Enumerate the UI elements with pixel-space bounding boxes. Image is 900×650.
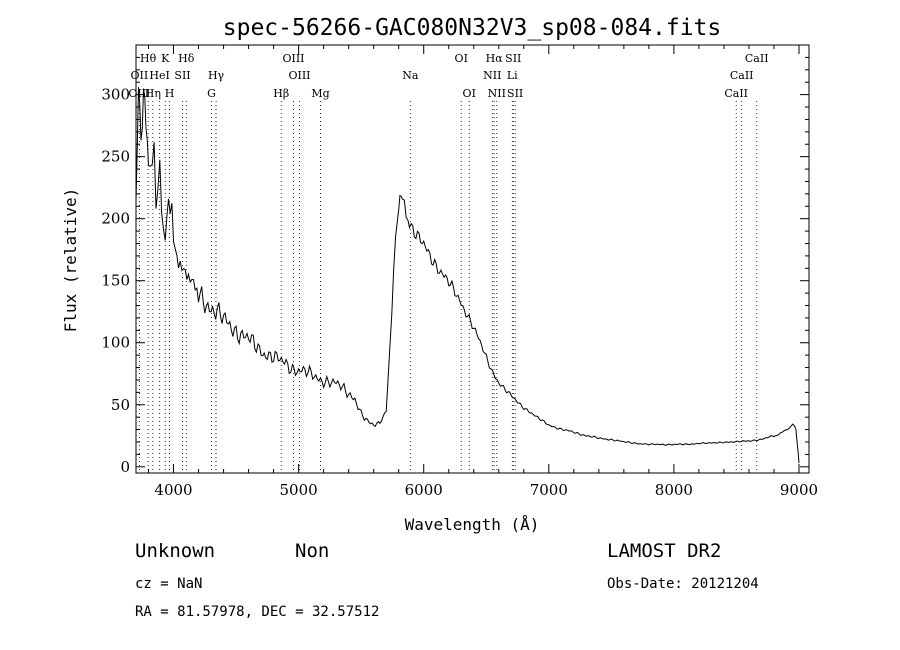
y-axis-label: Flux (relative) — [61, 188, 80, 333]
observation-date: Obs-Date: 20121204 — [607, 576, 759, 592]
line-label: K — [161, 52, 170, 65]
line-label: CaII — [730, 69, 754, 82]
line-label: OII — [131, 69, 149, 82]
line-label: OIII — [282, 52, 304, 65]
line-label: H — [165, 87, 175, 100]
y-tick-label: 100 — [101, 334, 130, 352]
line-label: Hδ — [178, 52, 195, 65]
line-label: Hγ — [208, 69, 225, 82]
object-class: Unknown — [135, 540, 216, 562]
line-label: Hβ — [273, 87, 289, 100]
x-tick-label: 4000 — [154, 481, 192, 499]
redshift-value: cz = NaN — [135, 576, 203, 592]
line-label: Hθ — [140, 52, 157, 65]
line-label: CaII — [745, 52, 769, 65]
y-tick-label: 300 — [101, 86, 130, 104]
line-label: Na — [402, 69, 419, 82]
spectrum-line — [136, 87, 800, 464]
y-tick-label: 250 — [101, 148, 130, 166]
line-label: Mg — [311, 87, 329, 100]
y-tick-label: 0 — [120, 458, 130, 476]
line-label: Hη — [145, 87, 161, 100]
line-label: G — [207, 87, 216, 100]
line-label: Hα — [486, 52, 504, 65]
spectrum-plot — [136, 87, 800, 464]
object-subclass: Non — [295, 540, 330, 562]
chart-title: spec-56266-GAC080N32V3_sp08-084.fits — [223, 15, 722, 41]
x-axis-label: Wavelength (Å) — [405, 515, 540, 534]
x-tick-label: 6000 — [405, 481, 443, 499]
y-tick-label: 150 — [101, 272, 130, 290]
line-label: CaII — [724, 87, 748, 100]
y-tick-label: 200 — [101, 210, 130, 228]
line-label: NII — [488, 87, 506, 100]
x-tick-label: 5000 — [280, 481, 318, 499]
x-tick-label: 8000 — [655, 481, 693, 499]
x-tick-label: 7000 — [530, 481, 568, 499]
line-label: OI — [455, 52, 468, 65]
line-label: OI — [463, 87, 476, 100]
y-tick-label: 50 — [111, 396, 130, 414]
survey-name: LAMOST DR2 — [607, 540, 722, 562]
x-tick-label: 9000 — [780, 481, 818, 499]
line-label: SII — [507, 87, 523, 100]
line-label: NII — [483, 69, 501, 82]
plot-frame — [135, 44, 810, 474]
line-label: SII — [505, 52, 521, 65]
plot-axes: 4000 5000 6000 7000 8000 9000 0 50 100 150 200 250 3… — [101, 44, 818, 499]
sky-coordinates: RA = 81.57978, DEC = 32.57512 — [135, 604, 380, 620]
line-label: OIII — [288, 69, 310, 82]
line-label: HeI — [149, 69, 169, 82]
line-label: Li — [507, 69, 518, 82]
line-label: SII — [174, 69, 190, 82]
